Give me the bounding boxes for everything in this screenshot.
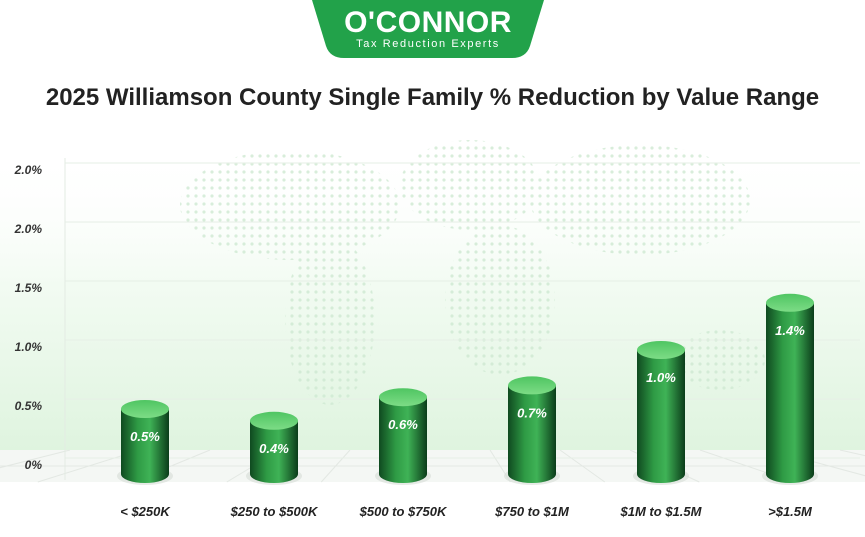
logo-tagline: Tax Reduction Experts	[356, 38, 500, 50]
bar-value-label: 1.0%	[646, 370, 676, 385]
y-axis-ticks: 0% 0.5% 1.0% 1.5% 2.0% 2.0%	[14, 163, 43, 472]
x-axis-labels: < $250K $250 to $500K $500 to $750K $750 to…	[120, 504, 813, 519]
x-tick-label: $1M to $1.5M	[620, 504, 703, 519]
y-tick-label: 0.5%	[15, 399, 43, 413]
bars: 0.5% 0.4% 0.6% 0.7% 1.0% 1.4%	[117, 293, 818, 485]
world-map-decoration	[180, 140, 765, 405]
y-tick-label: 1.5%	[15, 281, 43, 295]
bar-value-label: 0.4%	[259, 441, 289, 456]
bar: 0.7%	[504, 376, 560, 485]
y-tick-label: 0%	[25, 458, 43, 472]
logo-badge	[312, 0, 544, 58]
bar-value-label: 0.6%	[388, 417, 418, 432]
bar: 0.5%	[117, 400, 173, 485]
bar: 0.4%	[246, 411, 302, 485]
chart-title: 2025 Williamson County Single Family % R…	[45, 84, 820, 111]
x-tick-label: < $250K	[120, 504, 171, 519]
bar-value-label: 1.4%	[775, 323, 805, 338]
y-tick-label: 2.0%	[14, 222, 43, 236]
bar: 0.6%	[375, 388, 431, 485]
x-tick-label: $500 to $750K	[359, 504, 448, 519]
y-tick-label: 1.0%	[15, 340, 43, 354]
x-tick-label: >$1.5M	[768, 504, 813, 519]
y-tick-label: 2.0%	[14, 163, 43, 177]
bar-value-label: 0.5%	[130, 429, 160, 444]
x-tick-label: $250 to $500K	[230, 504, 319, 519]
logo-name: O'CONNOR	[344, 6, 512, 39]
x-tick-label: $750 to $1M	[494, 504, 570, 519]
bar-value-label: 0.7%	[517, 405, 547, 420]
bar: 1.0%	[633, 341, 689, 485]
bar: 1.4%	[762, 293, 818, 485]
gridlines	[65, 162, 860, 459]
